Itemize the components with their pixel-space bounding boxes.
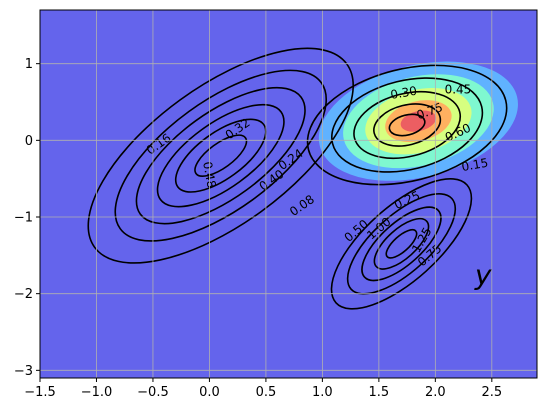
y-tick-label: 1 [25, 57, 33, 72]
contour-label-0.45: 0.45 [445, 83, 472, 97]
contour-line-0.25 [330, 178, 473, 310]
x-tick-label: 1.0 [312, 385, 333, 400]
x-tick-label: 0.0 [199, 385, 220, 400]
contour-line-0.45 [353, 90, 462, 160]
contour-line-0.50 [346, 193, 457, 295]
filled-contour-band-0.75 [400, 110, 437, 132]
contour-line-0.75 [388, 113, 426, 137]
y-tick-label: −3 [14, 364, 33, 379]
plot-area: 0.080.160.240.320.400.48 0.150.30 0.450.60… [40, 10, 537, 378]
x-tick-label: 0.5 [256, 385, 277, 400]
contour-line-0.24 [135, 86, 306, 225]
contour-line-0.75 [361, 206, 442, 282]
axes-frame [39, 9, 538, 379]
y-tick-label: −1 [14, 211, 33, 226]
x-tick-label: −0.5 [137, 385, 169, 400]
x-tick-label: 1.5 [369, 385, 390, 400]
contour-line-0.16 [114, 69, 328, 242]
contour-line-0.60 [373, 103, 442, 147]
contour-line-0.15 [306, 64, 508, 186]
x-tick-label: 2.5 [481, 385, 502, 400]
x-tick-label: 2.0 [425, 385, 446, 400]
x-tick-label: −1.5 [24, 385, 56, 400]
y-tick-label: 0 [25, 134, 33, 149]
contour-line-0.40 [174, 118, 267, 193]
annotation-label: y [474, 258, 492, 291]
contour-line-0.30 [331, 77, 484, 173]
contour-line-0.48 [194, 134, 248, 177]
y-tick-label: −2 [14, 287, 33, 302]
axes: −1.5 −1.0 −0.5 0.0 0.5 1.0 1.5 2.0 2.5 −3 −2 −1 0 1 [14, 9, 538, 400]
contour-label-0.30: 0.30 [389, 84, 418, 102]
contour-line-0.32 [156, 103, 285, 208]
contour-label-0.15: 0.15 [461, 156, 490, 174]
contour-line-1.25 [385, 228, 418, 259]
contour-line-1.00 [373, 217, 430, 270]
x-tick-label: −1.0 [81, 385, 113, 400]
